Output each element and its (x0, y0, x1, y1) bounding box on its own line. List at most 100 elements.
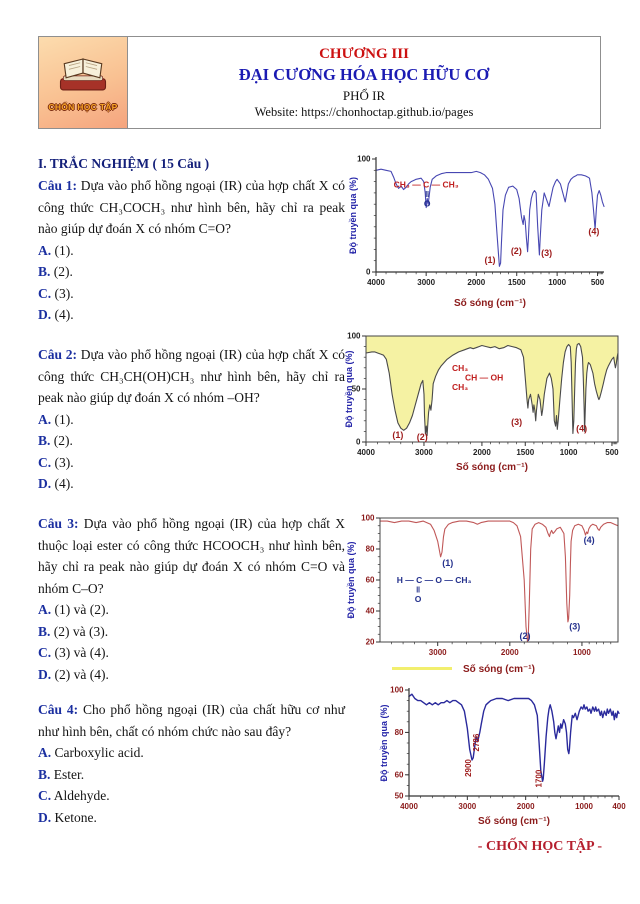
svg-text:(1): (1) (485, 255, 496, 265)
ir-spectrum-chart-2: 4000 3000 2000 1500 1000 500 100 50 0 Số sóng (cm… (344, 330, 628, 476)
header-box: CHỐN HỌC TẬP CHƯƠNG III ĐẠI CƯƠNG HÓA HỌ… (38, 36, 601, 129)
svg-text:4000: 4000 (367, 278, 385, 287)
svg-text:Số sóng (cm⁻¹): Số sóng (cm⁻¹) (456, 461, 528, 473)
svg-text:4000: 4000 (357, 448, 375, 457)
option-b: B. (2). (38, 264, 73, 279)
svg-text:3000: 3000 (417, 278, 435, 287)
option-d: D. (4). (38, 307, 74, 322)
chapter-title: CHƯƠNG III (319, 46, 409, 63)
question-stem: Câu 4: Cho phổ hồng ngoại (IR) của chất … (38, 699, 345, 742)
option-c: C. (3). (38, 454, 74, 470)
svg-text:500: 500 (605, 448, 619, 457)
svg-text:40: 40 (366, 607, 375, 616)
svg-text:(4): (4) (584, 535, 595, 545)
svg-text:Độ truyền qua (%): Độ truyền qua (%) (348, 177, 358, 254)
question-text: Dựa vào phổ hồng ngoại (IR) của hợp chất… (38, 347, 345, 405)
svg-text:20: 20 (366, 638, 375, 647)
ir-spectrum-chart-4: 4000 3000 2000 1000 400 100 80 60 50 Số sóng (cm⁻… (379, 682, 627, 830)
svg-text:80: 80 (395, 728, 404, 737)
subtitle: PHỔ IR (342, 87, 386, 103)
svg-text:(1): (1) (392, 430, 403, 440)
question-label: Câu 1: (38, 178, 78, 193)
svg-text:1700: 1700 (534, 769, 543, 787)
svg-text:50: 50 (352, 385, 361, 394)
option-a: A. (1). (38, 242, 74, 258)
svg-text:1000: 1000 (575, 802, 593, 811)
svg-text:60: 60 (395, 770, 404, 779)
website-link[interactable]: Website: https://chonhoctap.github.io/pa… (254, 105, 474, 120)
logo: CHỐN HỌC TẬP (39, 37, 128, 128)
logo-text: CHỐN HỌC TẬP (48, 102, 118, 112)
option-b: B. (2) và (3). (38, 623, 109, 639)
option-c: C. (3) và (4). (38, 645, 109, 660)
question-stem: Câu 2: Dựa vào phổ hồng ngoại (IR) của h… (38, 344, 345, 409)
section-heading: I. TRẮC NGHIỆM ( 15 Câu ) (38, 156, 210, 171)
svg-text:(3): (3) (511, 417, 522, 427)
svg-text:500: 500 (591, 278, 605, 287)
svg-text:Độ truyền qua (%): Độ truyền qua (%) (379, 704, 389, 781)
header-titles: CHƯƠNG III ĐẠI CƯƠNG HÓA HỌC HỮU CƠ PHỔ … (128, 37, 600, 128)
svg-text:4000: 4000 (400, 802, 418, 811)
svg-text:0: 0 (366, 268, 371, 277)
option-a: A. (1) và (2). (38, 602, 109, 617)
option-b: B. (2). (38, 433, 73, 448)
svg-text:O: O (424, 198, 431, 208)
svg-text:1500: 1500 (516, 448, 534, 457)
question-label: Câu 4: (38, 702, 79, 717)
question-stem: Câu 1: Dựa vào phổ hồng ngoại (IR) của h… (38, 175, 345, 240)
svg-text:Số sóng (cm⁻¹): Số sóng (cm⁻¹) (454, 297, 526, 309)
svg-text:100: 100 (357, 155, 371, 164)
svg-text:100: 100 (361, 514, 375, 523)
svg-text:CH — OH: CH — OH (465, 372, 503, 382)
svg-text:(1): (1) (442, 558, 453, 568)
svg-text:‖: ‖ (416, 585, 420, 595)
option-d: D. (4). (38, 476, 74, 491)
question-2: Câu 2: Dựa vào phổ hồng ngoại (IR) của h… (38, 344, 345, 495)
svg-text:2900: 2900 (464, 759, 473, 777)
question-1: Câu 1: Dựa vào phổ hồng ngoại (IR) của h… (38, 175, 345, 326)
svg-text:CH₃: CH₃ (452, 363, 468, 373)
svg-text:(2): (2) (417, 432, 428, 442)
svg-text:2000: 2000 (517, 802, 535, 811)
svg-text:400: 400 (612, 802, 626, 811)
svg-text:100: 100 (390, 686, 404, 695)
option-c: C. Aldehyde. (38, 788, 110, 803)
svg-text:Độ truyền qua (%): Độ truyền qua (%) (346, 541, 356, 618)
question-label: Câu 3: (38, 516, 79, 531)
option-d: D. Ketone. (38, 809, 97, 825)
svg-text:1000: 1000 (573, 648, 591, 657)
question-text: Dựa vào phổ hồng ngoại (IR) của hợp chất… (38, 516, 345, 596)
svg-text:Số sóng (cm⁻¹): Số sóng (cm⁻¹) (463, 663, 535, 675)
footer-text: - CHỐN HỌC TẬP - (477, 839, 602, 854)
svg-text:100: 100 (347, 332, 361, 341)
svg-text:(2): (2) (511, 246, 522, 256)
svg-text:2000: 2000 (467, 278, 485, 287)
option-c: C. (3). (38, 285, 74, 301)
svg-text:(2): (2) (519, 631, 530, 641)
svg-text:(4): (4) (576, 423, 587, 433)
svg-text:(3): (3) (569, 622, 580, 632)
highlight-mark (392, 667, 452, 670)
option-a: A. Carboxylic acid. (38, 745, 144, 760)
svg-text:50: 50 (395, 792, 404, 801)
question-label: Câu 2: (38, 347, 78, 362)
svg-text:Độ truyền qua (%): Độ truyền qua (%) (344, 350, 354, 427)
svg-text:1500: 1500 (508, 278, 526, 287)
svg-text:CH₃ — C — CH₃: CH₃ — C — CH₃ (394, 179, 459, 189)
ir-spectrum-chart-3: 3000 2000 1000 100 80 60 40 20 Số sóng (cm⁻¹) Độ … (346, 510, 626, 678)
svg-text:0: 0 (356, 438, 361, 447)
svg-text:60: 60 (366, 576, 375, 585)
svg-text:2786: 2786 (472, 733, 481, 751)
svg-text:CH₃: CH₃ (452, 382, 468, 392)
question-4: Câu 4: Cho phổ hồng ngoại (IR) của chất … (38, 699, 345, 828)
ir-spectrum-chart-1: 4000 3000 2000 1500 1000 500 100 0 Số sóng (cm⁻¹… (348, 150, 616, 312)
page-title: ĐẠI CƯƠNG HÓA HỌC HỮU CƠ (238, 65, 490, 85)
svg-text:3000: 3000 (458, 802, 476, 811)
svg-text:O: O (415, 594, 422, 604)
svg-text:H — C — O — CH₃: H — C — O — CH₃ (397, 575, 472, 585)
svg-text:(3): (3) (541, 248, 552, 258)
svg-text:3000: 3000 (429, 648, 447, 657)
svg-text:80: 80 (366, 545, 375, 554)
svg-text:3000: 3000 (415, 448, 433, 457)
